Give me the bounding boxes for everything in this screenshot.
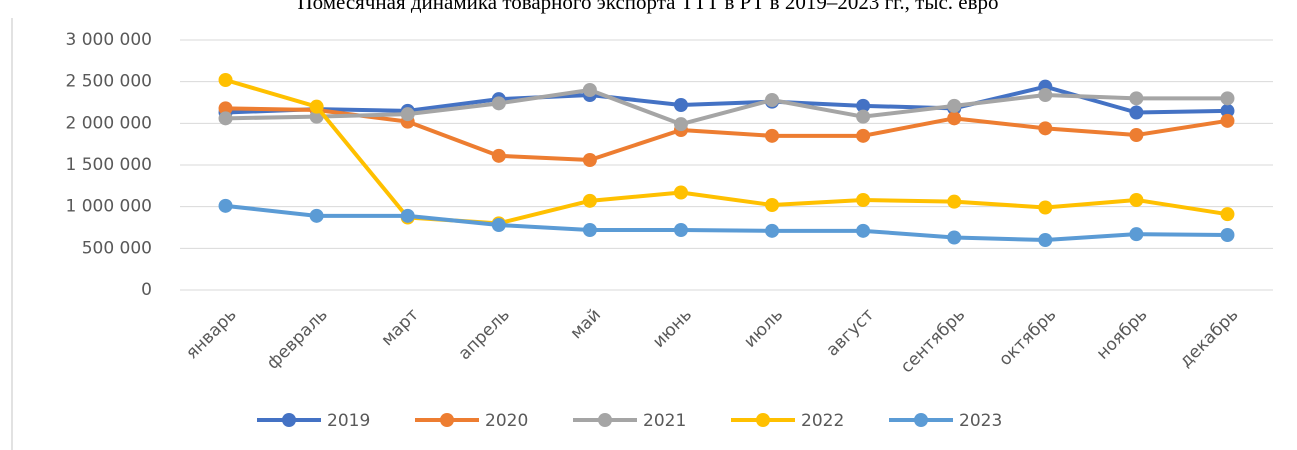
data-point	[1038, 200, 1053, 215]
data-point	[1220, 91, 1235, 106]
x-tick-label: март	[378, 305, 423, 350]
chart-title: Помесячная динамика товарного экспорта Т…	[297, 0, 998, 14]
data-point	[856, 98, 871, 113]
x-tick-label: сентябрь	[897, 305, 969, 377]
y-tick-label: 500 000	[82, 238, 152, 258]
data-point	[582, 83, 597, 97]
data-point	[491, 148, 506, 163]
data-point	[1129, 227, 1144, 242]
legend-marker	[440, 413, 454, 427]
x-tick-label: апрель	[455, 305, 514, 364]
data-point	[947, 194, 962, 209]
data-point	[309, 99, 324, 114]
data-point	[1129, 105, 1144, 120]
data-point	[491, 218, 506, 232]
data-point	[218, 111, 233, 126]
data-point	[218, 73, 233, 87]
data-point	[582, 153, 597, 167]
data-point	[856, 128, 871, 143]
data-point	[856, 109, 871, 124]
legend-label: 2023	[959, 411, 1002, 431]
data-point	[1220, 103, 1235, 118]
y-tick-label: 0	[141, 280, 152, 300]
x-tick-label: январь	[182, 305, 240, 363]
x-tick-label: июль	[740, 305, 787, 352]
data-point	[218, 198, 233, 213]
legend-label: 2022	[801, 411, 844, 431]
data-point	[765, 223, 780, 238]
series-line	[225, 88, 1228, 127]
legend-marker	[756, 413, 770, 427]
data-point	[1038, 121, 1053, 136]
series-line	[225, 203, 1228, 242]
legend-marker	[914, 413, 928, 427]
data-point	[1038, 88, 1053, 102]
data-point	[856, 223, 871, 238]
x-tick-label: октябрь	[995, 305, 1060, 370]
data-point	[765, 198, 780, 212]
data-point	[309, 208, 324, 223]
data-point	[673, 117, 688, 132]
data-point	[947, 98, 962, 113]
data-point	[400, 208, 415, 223]
series-line	[225, 84, 1228, 115]
data-point	[947, 230, 962, 245]
y-tick-label: 2 500 000	[65, 72, 152, 92]
legend-label: 2020	[485, 411, 528, 431]
data-point	[491, 96, 506, 111]
y-tick-label: 1 500 000	[65, 155, 152, 175]
data-point	[1038, 233, 1053, 247]
data-point	[673, 98, 688, 112]
data-point	[1220, 113, 1235, 128]
data-point	[673, 185, 688, 200]
y-tick-label: 3 000 000	[65, 30, 152, 50]
data-point	[856, 193, 871, 207]
data-point	[673, 223, 688, 237]
data-point	[582, 223, 597, 237]
x-tick-label: август	[823, 305, 879, 361]
series-line	[224, 78, 1228, 226]
x-tick-label: ноябрь	[1093, 305, 1152, 364]
x-tick-label: май	[567, 305, 605, 343]
data-point	[218, 101, 233, 116]
series-line	[225, 106, 1228, 162]
x-tick-label: декабрь	[1176, 305, 1243, 372]
legend-marker	[282, 413, 296, 427]
y-tick-label: 2 000 000	[65, 113, 152, 133]
legend-marker	[598, 413, 612, 427]
data-point	[1129, 193, 1144, 207]
x-tick-label: февраль	[263, 305, 332, 374]
legend-label: 2021	[643, 411, 686, 431]
x-tick-label: июнь	[649, 305, 696, 352]
data-point	[765, 128, 780, 143]
data-point	[1129, 91, 1144, 106]
data-point	[1129, 128, 1144, 142]
data-point	[1220, 228, 1235, 242]
y-tick-label: 1 000 000	[65, 197, 152, 217]
data-point	[400, 107, 415, 122]
legend-label: 2019	[327, 411, 370, 431]
data-point	[765, 93, 780, 107]
data-point	[1220, 207, 1235, 222]
data-point	[582, 193, 597, 208]
data-point	[947, 111, 962, 126]
